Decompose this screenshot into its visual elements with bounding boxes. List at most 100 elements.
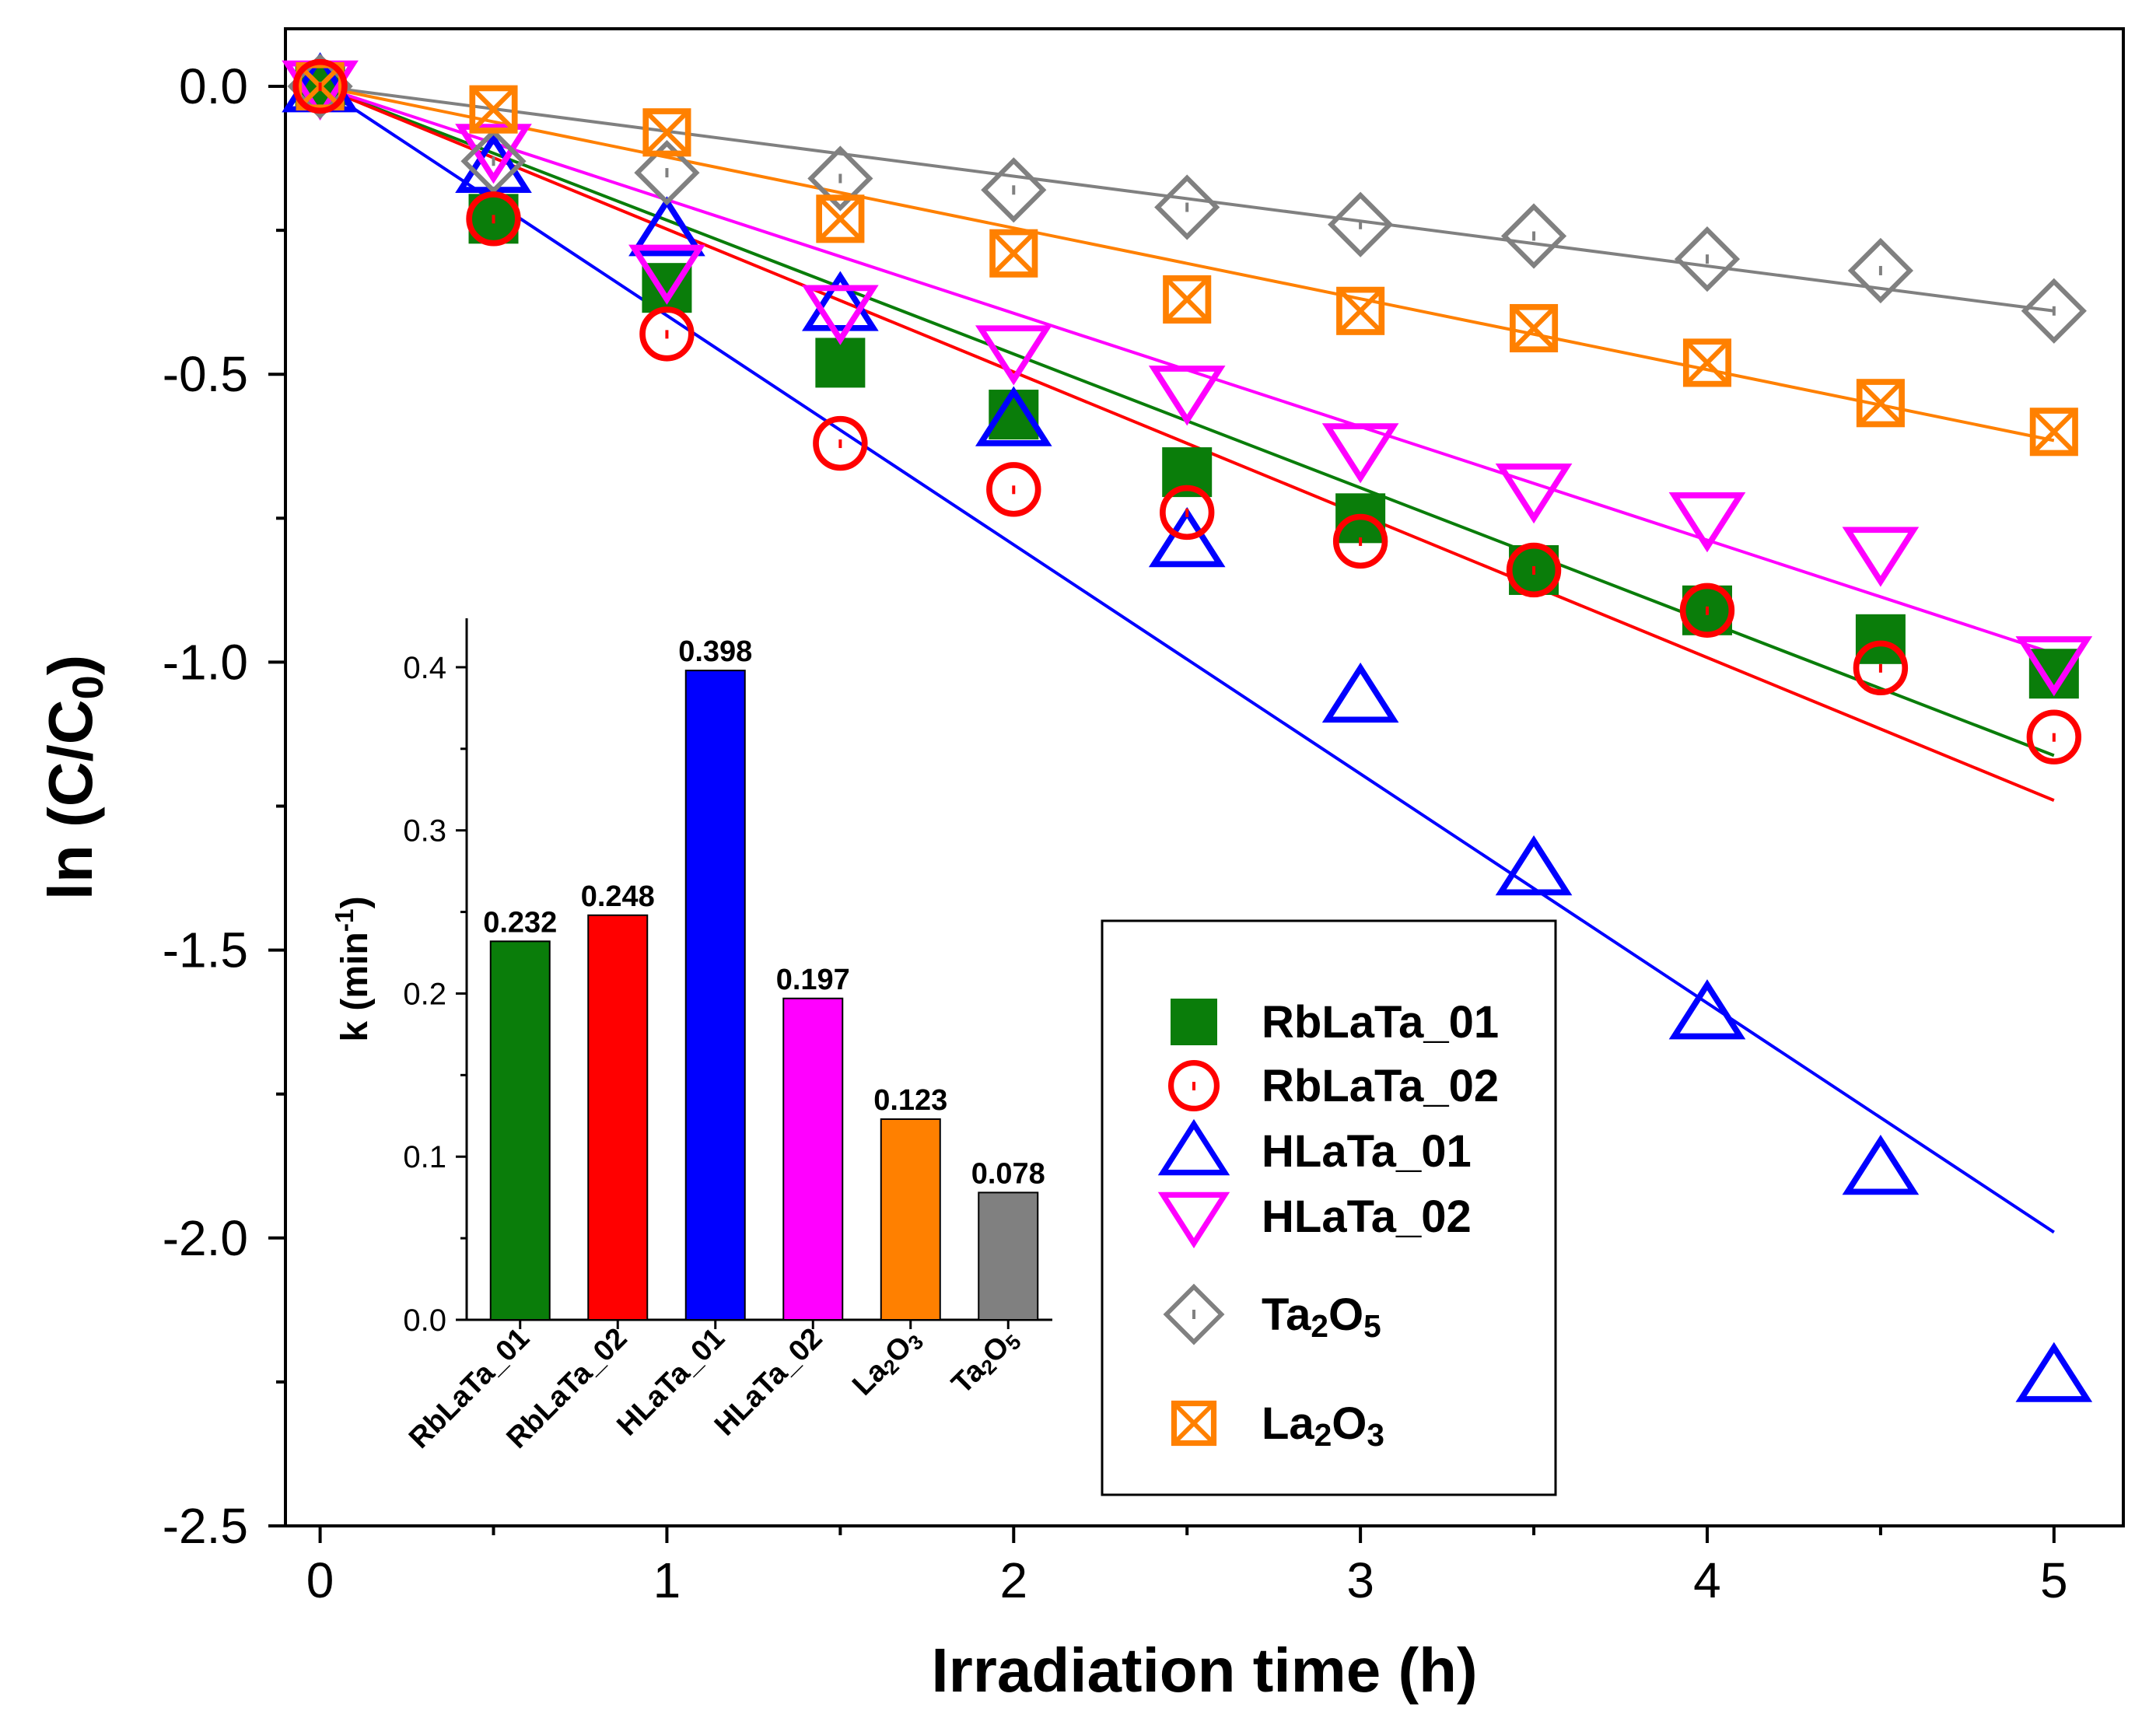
triangle-up-marker <box>1842 1135 1920 1195</box>
cross-line <box>1684 340 1731 386</box>
cross-line <box>471 86 516 133</box>
data-point <box>1321 423 1399 484</box>
data-point <box>802 271 879 331</box>
triangle-down-marker <box>1668 492 1746 553</box>
plot-frame <box>284 27 2125 1527</box>
legend-label: RbLaTa_02 <box>1262 1061 1499 1111</box>
triangle-down-marker <box>1148 366 1226 426</box>
x-tick-label: 2 <box>999 1552 1027 1608</box>
diamond-marker <box>981 157 1047 223</box>
data-point <box>1847 237 1914 304</box>
triangle-up-marker <box>1157 1118 1230 1176</box>
x-axis-title: Irradiation time (h) <box>931 1636 1477 1705</box>
triangle-down-marker <box>975 325 1052 386</box>
diamond-marker <box>2021 278 2087 344</box>
circle-marker <box>1506 542 1562 598</box>
cross-line <box>644 109 690 156</box>
label-part: ) <box>334 896 376 908</box>
bar <box>782 997 844 1321</box>
triangle-up-marker <box>1148 507 1226 568</box>
data-point <box>1495 464 1573 524</box>
triangle-down-marker <box>2015 636 2093 697</box>
y-tick-label: -2.5 <box>163 1498 248 1554</box>
triangle-up-marker <box>1321 662 1399 723</box>
series-hlata_01 <box>282 52 2093 1402</box>
subscript: 0 <box>63 675 112 699</box>
inset-bar-chart: 0.00.10.20.30.4k (min-1)0.232RbLaTa_010.… <box>331 618 1052 1455</box>
square-marker <box>642 108 691 157</box>
data-point <box>1679 583 1735 638</box>
triangle-down-marker <box>1321 423 1399 484</box>
data-point <box>1336 286 1385 335</box>
inset-category-label: HLaTa_02 <box>709 1322 829 1443</box>
circle-marker <box>639 306 695 362</box>
circle-marker <box>986 462 1041 517</box>
data-point <box>1842 527 1920 587</box>
data-point <box>1842 1135 1920 1195</box>
triangle-down-marker <box>455 124 532 184</box>
subscript: 2 <box>1311 1308 1328 1344</box>
triangle-down-marker <box>628 244 705 305</box>
label-part: RbLaTa_02 <box>1262 1061 1499 1111</box>
data-point <box>1668 492 1746 553</box>
fit-line-ta2o5 <box>320 85 2055 313</box>
x-tick-label: 4 <box>1693 1552 1721 1608</box>
data-point <box>469 85 518 134</box>
circle-marker <box>1679 583 1735 638</box>
bar-value-label: 0.078 <box>971 1157 1045 1190</box>
triangle-up-marker <box>1668 979 1746 1040</box>
square-marker <box>1171 999 1217 1045</box>
data-point <box>975 386 1052 446</box>
cross-line <box>1172 1401 1216 1445</box>
data-point <box>802 285 879 345</box>
square-marker <box>1171 1400 1217 1447</box>
square-marker <box>989 229 1038 278</box>
y-axis-title: ln (C/C0) <box>36 655 112 901</box>
diamond-marker <box>1328 191 1394 257</box>
series-rblata_01 <box>295 61 2079 699</box>
label-part: k (min <box>334 932 376 1041</box>
diamond-marker <box>807 145 873 212</box>
bar <box>489 940 551 1321</box>
data-point <box>1668 979 1746 1040</box>
square-marker <box>1163 275 1212 324</box>
data-point <box>1157 1118 1230 1176</box>
y-tick-label: -0.5 <box>163 346 248 402</box>
data-point <box>1167 1059 1220 1111</box>
label-part: HLaTa_02 <box>709 1322 829 1443</box>
diamond-marker <box>1674 226 1741 292</box>
data-point <box>628 196 705 257</box>
circle-marker <box>1160 485 1215 541</box>
circle-marker <box>292 58 348 114</box>
fit-line-hlata_01 <box>319 85 2055 1234</box>
data-point <box>1171 999 1217 1045</box>
x-tick-label: 5 <box>2040 1552 2068 1608</box>
legend-item: La2O3 <box>1171 1398 1384 1453</box>
data-point <box>642 108 691 157</box>
data-point <box>634 139 700 206</box>
data-point <box>1674 226 1741 292</box>
diamond-marker <box>1154 174 1220 240</box>
data-point <box>628 244 705 305</box>
data-point <box>1682 338 1732 387</box>
cross-line <box>990 230 1037 277</box>
data-point <box>815 338 866 388</box>
main-scatter-chart: 0 1 2 3 4 50.0-0.5-1.0-1.5-2.0-2.5Irradiation… <box>36 27 2125 1705</box>
data-point <box>813 415 868 471</box>
label-part: O <box>1328 1289 1363 1340</box>
series-hlata_02 <box>282 60 2093 697</box>
diamond-marker <box>1500 203 1567 269</box>
triangle-up-marker <box>2015 1342 2093 1402</box>
fit-line-la2o3 <box>320 85 2055 443</box>
data-point <box>1154 174 1220 240</box>
fit-line-rblata_02 <box>319 85 2055 802</box>
subscript: 5 <box>1363 1308 1381 1344</box>
series-ta2o5 <box>287 53 2087 344</box>
square-marker <box>1682 338 1732 387</box>
triangle-down-marker <box>1157 1191 1230 1249</box>
legend-item: RbLaTa_01 <box>1171 997 1499 1048</box>
square-marker <box>1855 614 1906 664</box>
bar-value-label: 0.248 <box>581 880 655 913</box>
bar <box>978 1191 1039 1321</box>
data-point <box>1332 513 1388 569</box>
